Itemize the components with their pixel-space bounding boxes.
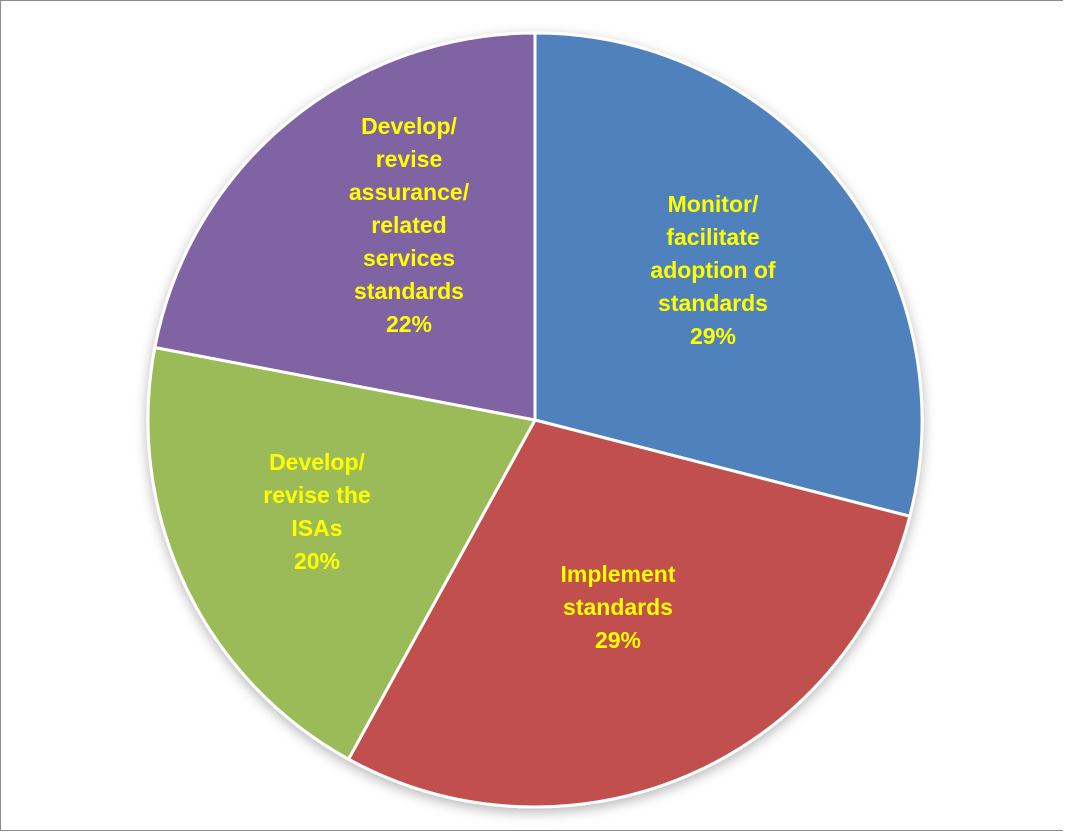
pie-data-label-1: Monitor/facilitate adoption of standards 29… — [650, 191, 776, 349]
pie-label-line: adoption of — [650, 257, 776, 283]
pie-label-line: 29% — [595, 627, 641, 653]
pie-label-line: standards — [354, 278, 464, 304]
pie-label-line: ISAs — [291, 515, 342, 541]
pie-slice-1 — [533, 31, 924, 518]
pie-label-line: Develop/ — [361, 113, 457, 139]
pie-slice-2 — [347, 418, 912, 809]
pie-data-label-2: Implement standards 29% — [560, 561, 675, 653]
pie-label-line: standards — [658, 290, 768, 316]
pie-data-label-3: Develop/revise the ISAs 20% — [263, 449, 370, 574]
pie-label-line: revise the — [263, 482, 370, 508]
pie-label-line: Develop/ — [269, 449, 365, 475]
pie-label-line: 22% — [386, 311, 432, 337]
pie-data-label-4: Develop/revise assurance/related services s… — [349, 113, 470, 337]
pie-label-line: assurance/ — [349, 179, 470, 205]
pie-labels: Monitor/facilitate adoption of standards 29… — [263, 113, 776, 653]
pie-slices — [146, 31, 924, 809]
pie-label-line: services — [363, 245, 455, 271]
pie-label-line: Monitor/ — [668, 191, 759, 217]
pie-label-line: Implement — [560, 561, 675, 587]
pie-label-line: 29% — [690, 323, 736, 349]
pie-label-line: facilitate — [666, 224, 759, 250]
pie-slice-3 — [146, 345, 537, 761]
pie-label-line: revise — [376, 146, 443, 172]
pie-label-line: 20% — [294, 548, 340, 574]
pie-label-line: standards — [563, 594, 673, 620]
pie-label-line: related — [371, 212, 446, 238]
pie-slice-4 — [153, 31, 537, 422]
